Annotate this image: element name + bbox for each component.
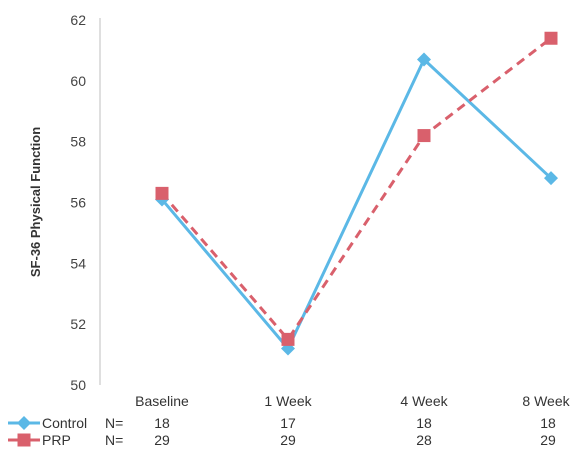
x-tick-label: 8 Week	[522, 393, 570, 409]
series-line-control	[160, 57, 553, 352]
n-label: N=	[105, 432, 123, 448]
series-markers	[155, 31, 558, 356]
y-tick-label: 58	[70, 134, 86, 150]
data-point-prp	[155, 186, 169, 200]
y-tick-label: 54	[70, 255, 86, 271]
data-point-control	[544, 171, 558, 186]
legend-label: Control	[42, 415, 87, 431]
legend: Control N= 18 17 18 18 PRP N= 29 29 28 29	[8, 415, 556, 448]
x-tick-labels: Baseline 1 Week 4 Week 8 Week	[135, 393, 570, 409]
y-axis-label: SF-36 Physical Function	[28, 127, 43, 277]
y-tick-label: 52	[70, 316, 86, 332]
x-tick-label: 4 Week	[400, 393, 448, 409]
y-tick-label: 62	[70, 12, 86, 28]
y-tick-label: 56	[70, 195, 86, 211]
data-point-prp	[544, 31, 558, 45]
n-value: 28	[416, 432, 432, 448]
n-label: N=	[105, 415, 123, 431]
legend-marker-prp	[17, 433, 31, 447]
legend-label: PRP	[42, 432, 71, 448]
x-tick-label: 1 Week	[264, 393, 312, 409]
data-point-prp	[417, 129, 431, 143]
data-point-control	[417, 52, 431, 67]
y-tick-label: 50	[70, 377, 86, 393]
n-value: 18	[540, 415, 556, 431]
n-value: 29	[280, 432, 296, 448]
n-value: 18	[154, 415, 170, 431]
n-value: 17	[280, 415, 296, 431]
y-tick-label: 60	[70, 73, 86, 89]
data-point-prp	[281, 332, 295, 346]
n-value: 29	[154, 432, 170, 448]
y-ticks: 50 52 54 56 58 60 62	[70, 12, 86, 393]
x-tick-label: Baseline	[135, 393, 189, 409]
n-value: 29	[540, 432, 556, 448]
series-line-prp	[160, 37, 552, 342]
series-lines	[160, 37, 553, 352]
n-value: 18	[416, 415, 432, 431]
legend-marker-control	[17, 416, 31, 430]
